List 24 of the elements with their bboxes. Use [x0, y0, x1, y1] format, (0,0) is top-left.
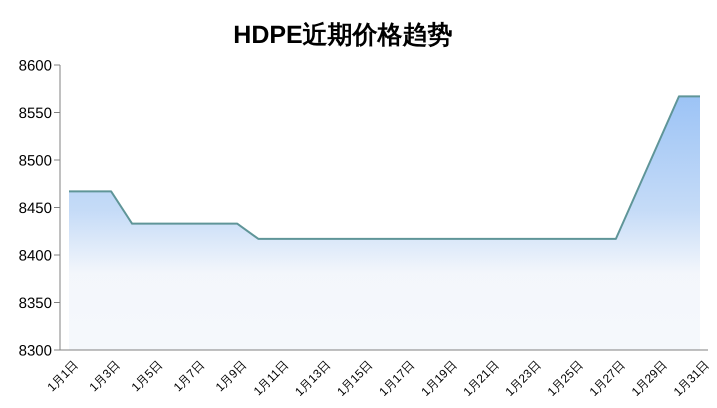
y-tick-label: 8350 — [18, 294, 52, 312]
x-tick-label: 1月7日 — [170, 358, 207, 394]
x-tick-label: 1月9日 — [212, 358, 250, 394]
x-tick-label: 1月3日 — [86, 358, 123, 394]
y-tick-label: 8500 — [18, 152, 52, 170]
x-tick-label: 1月5日 — [128, 358, 165, 394]
y-tick-label: 8550 — [18, 104, 52, 122]
x-tick-label: 1月25日 — [544, 358, 586, 399]
chart-title: HDPE近期价格趋势 — [232, 20, 454, 51]
x-tick-label: 1月21日 — [460, 358, 502, 399]
y-tick-label: 8450 — [18, 200, 52, 217]
x-tick-label: 1月13日 — [292, 358, 334, 399]
x-tick-label: 1月31日 — [670, 358, 712, 399]
y-tick-label: 8600 — [18, 57, 52, 74]
x-tick-label: 1月23日 — [502, 358, 544, 399]
x-tick-label: 1月15日 — [334, 358, 376, 399]
x-tick-label: 1月17日 — [376, 358, 418, 399]
y-tick-label: 8300 — [18, 342, 52, 360]
x-tick-label: 1月1日 — [44, 358, 81, 394]
x-tick-label: 1月19日 — [418, 358, 460, 399]
y-tick-label: 8400 — [18, 247, 52, 264]
x-tick-label: 1月29日 — [628, 358, 670, 399]
x-tick-label: 1月11日 — [250, 358, 292, 398]
x-tick-label: 1月27日 — [586, 358, 628, 399]
